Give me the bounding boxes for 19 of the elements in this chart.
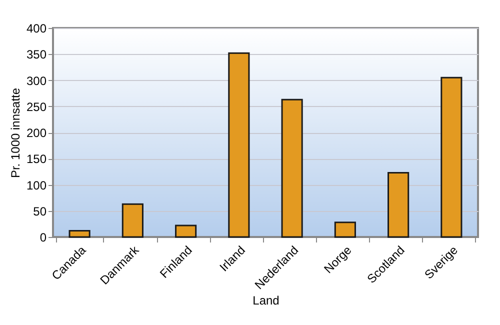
bar xyxy=(440,76,462,238)
y-tick-label: 150 xyxy=(26,152,47,166)
y-tick-label: 350 xyxy=(26,48,47,62)
bar xyxy=(334,222,356,238)
bar xyxy=(175,224,197,238)
bar xyxy=(228,52,250,238)
y-tick-label: 250 xyxy=(26,100,47,114)
x-axis-title: Land xyxy=(252,293,280,308)
y-tick-label: 300 xyxy=(26,74,47,88)
y-tick-label: 50 xyxy=(33,204,47,218)
bar xyxy=(68,230,90,238)
y-tick-label: 0 xyxy=(40,230,47,244)
y-axis-title: Pr. 1000 innsatte xyxy=(8,88,22,178)
y-tick-label: 100 xyxy=(26,178,47,192)
bar xyxy=(122,203,144,238)
bar xyxy=(388,172,410,238)
y-tick-label: 400 xyxy=(26,22,47,36)
y-tick-label: 200 xyxy=(26,126,47,140)
bar xyxy=(281,98,303,238)
